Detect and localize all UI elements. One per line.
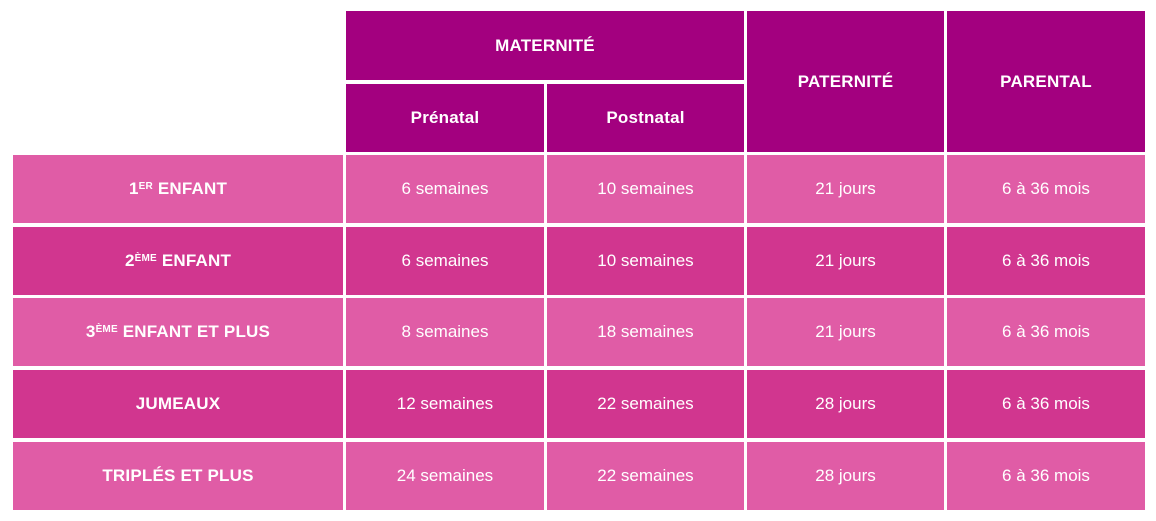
row-label-jumeaux: JUMEAUX — [13, 370, 343, 438]
table-cell-parental: 6 à 36 mois — [947, 370, 1145, 438]
table-cell-prenatal: 24 semaines — [346, 442, 544, 510]
row-label-1er-enfant: 1 ER ENFANT — [13, 155, 343, 223]
table-cell-prenatal: 6 semaines — [346, 227, 544, 295]
header-postnatal: Postnatal — [547, 84, 744, 152]
row-label-2eme-enfant: 2 ÈME ENFANT — [13, 227, 343, 295]
header-maternite: MATERNITÉ — [346, 11, 744, 80]
row-label-3eme-enfant-et-plus: 3 ÈME ENFANT ET PLUS — [13, 298, 343, 366]
table-cell-prenatal: 8 semaines — [346, 298, 544, 366]
table-cell-postnatal: 10 semaines — [547, 227, 744, 295]
table-cell-postnatal: 18 semaines — [547, 298, 744, 366]
table-cell-parental: 6 à 36 mois — [947, 442, 1145, 510]
table-cell-parental: 6 à 36 mois — [947, 227, 1145, 295]
table-cell-postnatal: 10 semaines — [547, 155, 744, 223]
header-paternite: PATERNITÉ — [747, 11, 944, 152]
table-cell-postnatal: 22 semaines — [547, 442, 744, 510]
table-cell-paternite: 28 jours — [747, 370, 944, 438]
table-cell-paternite: 21 jours — [747, 298, 944, 366]
table-cell-parental: 6 à 36 mois — [947, 155, 1145, 223]
row-label-triples-et-plus: TRIPLÉS ET PLUS — [13, 442, 343, 510]
header-parental: PARENTAL — [947, 11, 1145, 152]
table-cell-paternite: 28 jours — [747, 442, 944, 510]
table-cell-postnatal: 22 semaines — [547, 370, 744, 438]
table-cell-parental: 6 à 36 mois — [947, 298, 1145, 366]
table-cell-prenatal: 6 semaines — [346, 155, 544, 223]
table-cell-prenatal: 12 semaines — [346, 370, 544, 438]
header-prenatal: Prénatal — [346, 84, 544, 152]
table-cell-paternite: 21 jours — [747, 155, 944, 223]
table-cell-paternite: 21 jours — [747, 227, 944, 295]
